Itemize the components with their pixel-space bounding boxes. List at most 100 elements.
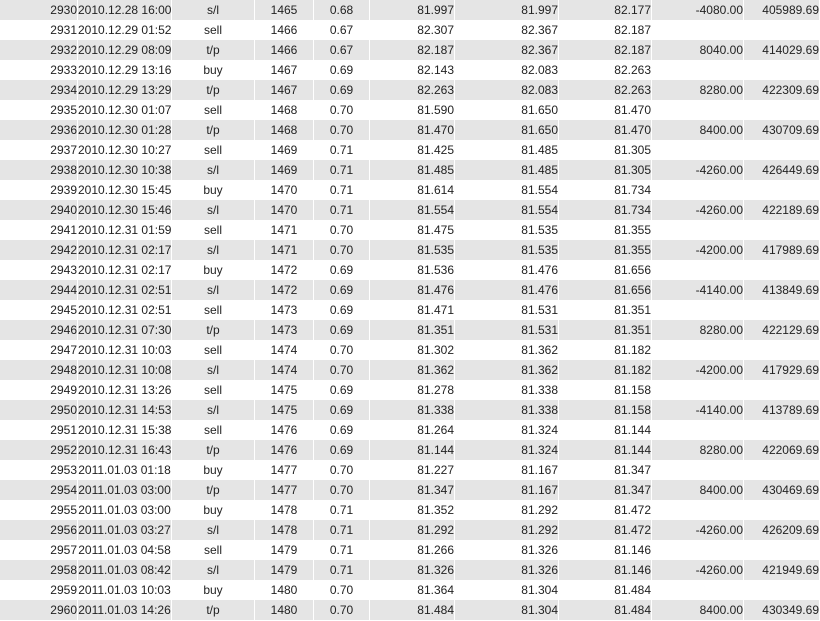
cell-open-time: 2010.12.31 02:51 <box>78 300 172 320</box>
cell-trade-number: 2938 <box>0 160 78 180</box>
cell-open-time: 2010.12.29 08:09 <box>78 40 172 60</box>
cell-trade-type: s/l <box>172 400 255 420</box>
cell-open-time: 2010.12.30 01:07 <box>78 100 172 120</box>
cell-order-number: 1476 <box>255 440 314 460</box>
cell-open-time: 2011.01.03 08:42 <box>78 560 172 580</box>
cell-balance: 421949.69 <box>744 560 820 580</box>
cell-trade-type: s/l <box>172 160 255 180</box>
cell-order-number: 1468 <box>255 100 314 120</box>
cell-lot-size: 0.70 <box>314 600 370 620</box>
cell-balance: 430469.69 <box>744 480 820 500</box>
cell-open-time: 2010.12.30 01:28 <box>78 120 172 140</box>
cell-price: 81.338 <box>370 400 455 420</box>
cell-trade-type: sell <box>172 540 255 560</box>
table-row: 2951 2010.12.31 15:38 sell 1476 0.69 81.264 81… <box>0 420 820 440</box>
cell-balance <box>744 300 820 320</box>
cell-order-number: 1473 <box>255 320 314 340</box>
cell-stop-loss: 81.476 <box>455 260 559 280</box>
cell-order-number: 1478 <box>255 500 314 520</box>
cell-balance: 430709.69 <box>744 120 820 140</box>
table-row: 2937 2010.12.30 10:27 sell 1469 0.71 81.425 81… <box>0 140 820 160</box>
cell-take-profit: 81.144 <box>559 420 652 440</box>
cell-profit <box>652 380 744 400</box>
cell-lot-size: 0.69 <box>314 320 370 340</box>
cell-price: 81.326 <box>370 560 455 580</box>
table-row: 2945 2010.12.31 02:51 sell 1473 0.69 81.471 81… <box>0 300 820 320</box>
cell-balance: 417929.69 <box>744 360 820 380</box>
cell-trade-type: buy <box>172 60 255 80</box>
cell-profit: -4080.00 <box>652 0 744 20</box>
cell-lot-size: 0.70 <box>314 120 370 140</box>
cell-balance: 422309.69 <box>744 80 820 100</box>
cell-price: 81.227 <box>370 460 455 480</box>
cell-balance <box>744 420 820 440</box>
cell-balance <box>744 140 820 160</box>
cell-trade-type: s/l <box>172 200 255 220</box>
cell-profit <box>652 260 744 280</box>
cell-trade-type: s/l <box>172 360 255 380</box>
cell-balance <box>744 500 820 520</box>
cell-order-number: 1477 <box>255 460 314 480</box>
cell-lot-size: 0.70 <box>314 220 370 240</box>
cell-price: 81.278 <box>370 380 455 400</box>
cell-open-time: 2010.12.30 15:46 <box>78 200 172 220</box>
cell-trade-type: s/l <box>172 280 255 300</box>
cell-balance <box>744 180 820 200</box>
cell-trade-number: 2933 <box>0 60 78 80</box>
cell-lot-size: 0.71 <box>314 160 370 180</box>
table-row: 2948 2010.12.31 10:08 s/l 1474 0.70 81.362 81.… <box>0 360 820 380</box>
cell-profit: 8280.00 <box>652 320 744 340</box>
cell-profit <box>652 100 744 120</box>
table-row: 2947 2010.12.31 10:03 sell 1474 0.70 81.302 81… <box>0 340 820 360</box>
table-row: 2942 2010.12.31 02:17 s/l 1471 0.70 81.535 81.… <box>0 240 820 260</box>
cell-stop-loss: 81.167 <box>455 460 559 480</box>
cell-balance: 422129.69 <box>744 320 820 340</box>
cell-open-time: 2010.12.31 14:53 <box>78 400 172 420</box>
table-row: 2938 2010.12.30 10:38 s/l 1469 0.71 81.485 81.… <box>0 160 820 180</box>
cell-price: 81.485 <box>370 160 455 180</box>
cell-order-number: 1472 <box>255 260 314 280</box>
cell-open-time: 2011.01.03 03:27 <box>78 520 172 540</box>
cell-take-profit: 81.347 <box>559 480 652 500</box>
cell-profit: 8280.00 <box>652 440 744 460</box>
cell-take-profit: 81.158 <box>559 380 652 400</box>
cell-trade-number: 2939 <box>0 180 78 200</box>
table-row: 2940 2010.12.30 15:46 s/l 1470 0.71 81.554 81.… <box>0 200 820 220</box>
cell-profit: -4260.00 <box>652 520 744 540</box>
cell-lot-size: 0.71 <box>314 200 370 220</box>
cell-profit <box>652 300 744 320</box>
cell-order-number: 1470 <box>255 180 314 200</box>
cell-lot-size: 0.69 <box>314 400 370 420</box>
cell-open-time: 2010.12.31 01:59 <box>78 220 172 240</box>
cell-lot-size: 0.70 <box>314 240 370 260</box>
cell-profit <box>652 540 744 560</box>
cell-profit: -4140.00 <box>652 280 744 300</box>
cell-order-number: 1469 <box>255 160 314 180</box>
cell-stop-loss: 81.535 <box>455 240 559 260</box>
cell-balance <box>744 100 820 120</box>
cell-order-number: 1476 <box>255 420 314 440</box>
cell-take-profit: 81.347 <box>559 460 652 480</box>
cell-trade-number: 2960 <box>0 600 78 620</box>
cell-stop-loss: 81.167 <box>455 480 559 500</box>
table-row: 2957 2011.01.03 04:58 sell 1479 0.71 81.266 81… <box>0 540 820 560</box>
cell-open-time: 2010.12.31 02:17 <box>78 240 172 260</box>
table-row: 2935 2010.12.30 01:07 sell 1468 0.70 81.590 81… <box>0 100 820 120</box>
cell-balance <box>744 220 820 240</box>
cell-lot-size: 0.70 <box>314 360 370 380</box>
cell-stop-loss: 81.324 <box>455 420 559 440</box>
cell-profit: -4260.00 <box>652 200 744 220</box>
cell-open-time: 2010.12.30 10:27 <box>78 140 172 160</box>
cell-trade-number: 2947 <box>0 340 78 360</box>
cell-balance: 413849.69 <box>744 280 820 300</box>
cell-open-time: 2010.12.28 16:00 <box>78 0 172 20</box>
cell-stop-loss: 81.485 <box>455 140 559 160</box>
cell-lot-size: 0.69 <box>314 60 370 80</box>
cell-price: 81.362 <box>370 360 455 380</box>
cell-trade-number: 2942 <box>0 240 78 260</box>
cell-trade-type: buy <box>172 180 255 200</box>
cell-trade-number: 2945 <box>0 300 78 320</box>
cell-stop-loss: 81.326 <box>455 560 559 580</box>
